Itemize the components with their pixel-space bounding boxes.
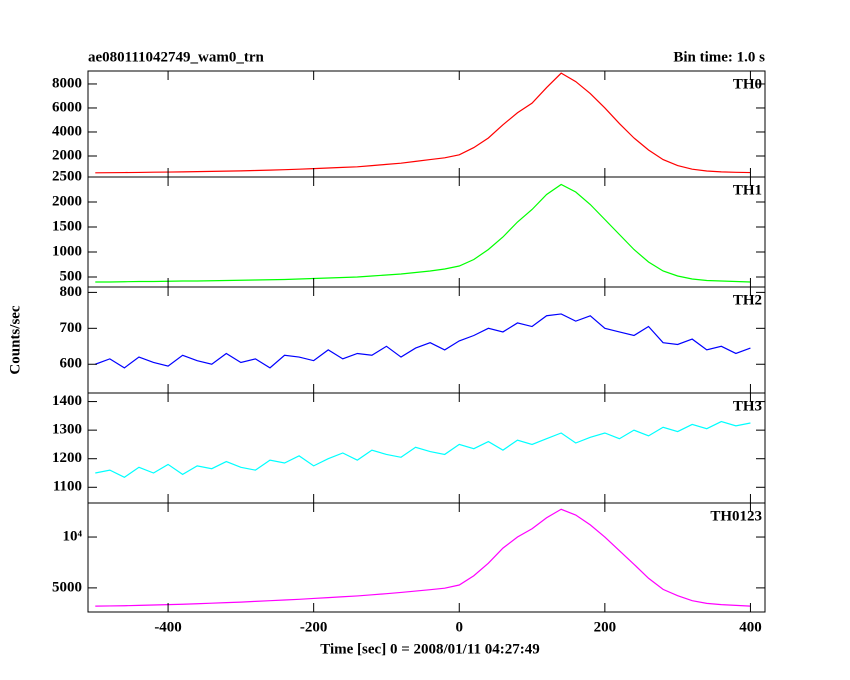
y-tick-label: 1300: [52, 422, 82, 438]
y-tick-label: 5000: [52, 579, 82, 595]
y-axis-label: Counts/sec: [7, 305, 23, 375]
x-tick-label: 0: [456, 619, 464, 635]
x-axis-label: Time [sec] 0 = 2008/01/11 04:27:49: [320, 641, 540, 657]
data-line: [95, 313, 751, 369]
panel-frame: [87, 502, 766, 613]
y-tick-label: 1500: [52, 218, 82, 234]
chart-subtitle: Bin time: 1.0 s: [673, 49, 765, 65]
series-label: TH2: [733, 292, 762, 308]
y-tick-label: 500: [60, 268, 83, 284]
y-tick-label: 2000: [52, 147, 82, 163]
chart-title: ae080111042749_wam0_trn: [88, 49, 264, 65]
y-tick-label: 2500: [52, 168, 82, 184]
y-tick-label: 10⁴: [63, 528, 83, 544]
panel-frame: [87, 70, 766, 178]
series-label: TH1: [733, 182, 762, 198]
y-tick-label: 600: [60, 356, 83, 372]
x-tick-label: -400: [154, 619, 182, 635]
y-tick-label: 700: [60, 320, 83, 336]
panel-frame: [87, 286, 766, 394]
y-tick-label: 1100: [53, 479, 82, 495]
series-label: TH3: [733, 398, 762, 414]
data-line: [95, 420, 751, 478]
data-line: [95, 183, 751, 283]
y-tick-label: 6000: [52, 99, 82, 115]
x-tick-label: 400: [739, 619, 762, 635]
y-tick-label: 8000: [52, 75, 82, 91]
panel-frame: [87, 392, 766, 504]
x-tick-label: -200: [300, 619, 328, 635]
y-tick-label: 1200: [52, 450, 82, 466]
data-line: [95, 72, 751, 174]
y-tick-label: 800: [60, 284, 83, 300]
x-tick-label: 200: [594, 619, 617, 635]
y-tick-label: 1400: [52, 393, 82, 409]
y-tick-label: 4000: [52, 123, 82, 139]
data-line: [95, 508, 751, 607]
series-label: TH0: [733, 76, 762, 92]
y-tick-label: 2000: [52, 193, 82, 209]
series-label: TH0123: [710, 508, 762, 524]
y-tick-label: 1000: [52, 243, 82, 259]
